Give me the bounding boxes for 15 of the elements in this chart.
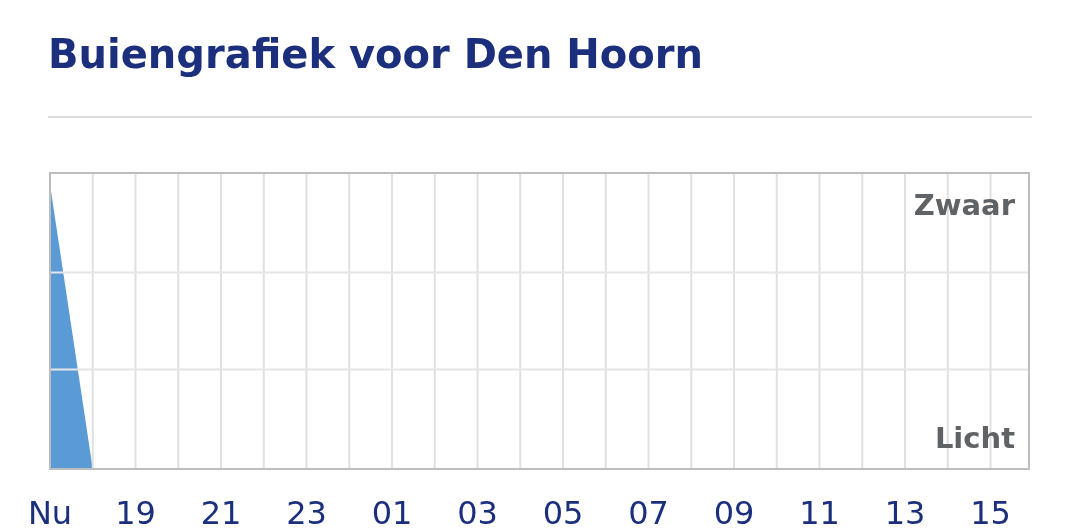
x-tick-label: 07 (628, 494, 669, 532)
x-tick-label: 15 (970, 494, 1011, 532)
annotation: Zwaar (913, 188, 1016, 222)
x-tick-label: 23 (286, 494, 327, 532)
x-tick-label: 03 (457, 494, 498, 532)
x-tick-label: 19 (115, 494, 156, 532)
x-tick-label: Nu (27, 494, 73, 532)
chart-title: Buiengrafiek voor Den Hoorn (48, 31, 703, 77)
x-tick-label: 09 (713, 494, 755, 532)
x-tick-label: 01 (371, 494, 413, 532)
annotation: Licht (934, 421, 1016, 455)
x-tick-label: 21 (200, 494, 242, 532)
x-tick-label: 13 (884, 494, 926, 532)
x-tick-label: 05 (542, 494, 584, 532)
x-tick-label: 11 (799, 494, 840, 532)
